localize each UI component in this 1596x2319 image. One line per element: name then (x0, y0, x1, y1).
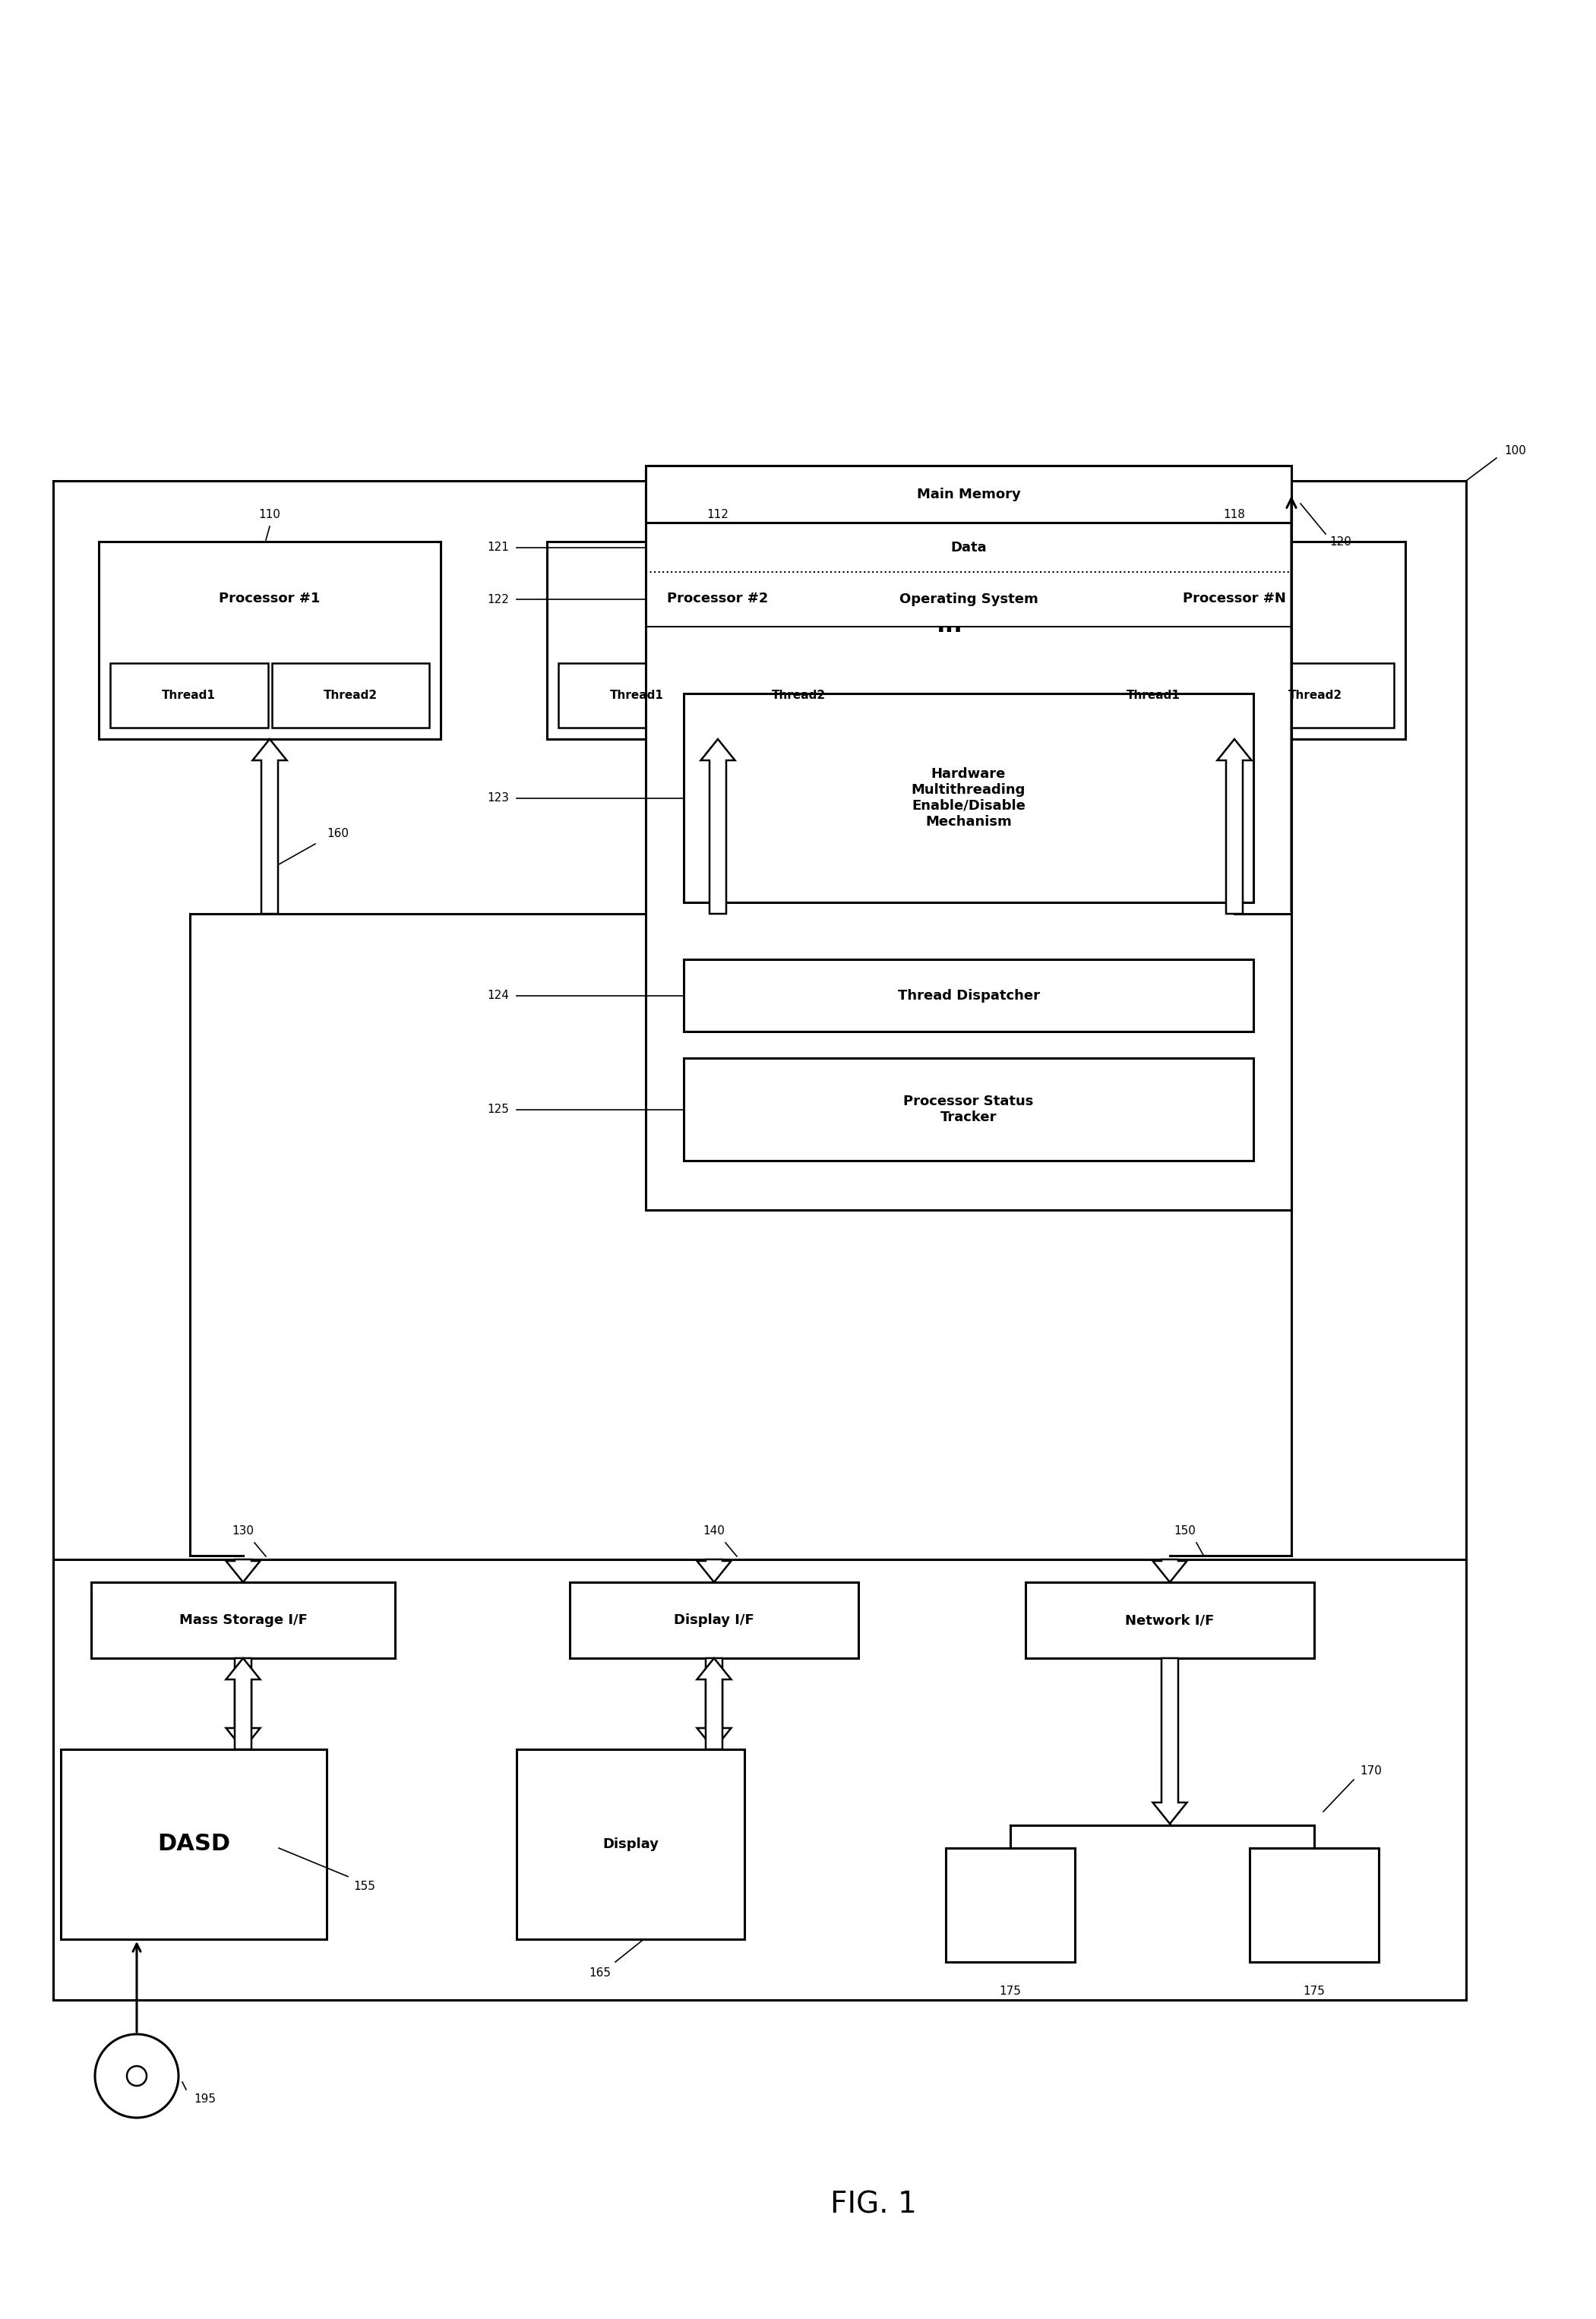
Text: Mass Storage I/F: Mass Storage I/F (179, 1614, 306, 1628)
Text: Processor #N: Processor #N (1183, 591, 1286, 605)
Text: DASD: DASD (156, 1834, 230, 1855)
Text: 160: 160 (327, 828, 348, 839)
Polygon shape (1218, 740, 1251, 914)
Text: ...: ... (937, 615, 962, 635)
Bar (946, 1848, 1074, 1962)
Text: 124: 124 (487, 990, 509, 1002)
Text: FIG. 1: FIG. 1 (830, 2191, 916, 2219)
Text: Thread Dispatcher: Thread Dispatcher (897, 988, 1039, 1002)
Text: 122: 122 (487, 594, 509, 605)
Polygon shape (701, 740, 734, 914)
Text: Thread1: Thread1 (1127, 689, 1181, 700)
Bar (683, 960, 1253, 1032)
Text: 130: 130 (231, 1526, 254, 1535)
Bar (1237, 663, 1393, 728)
Polygon shape (252, 740, 287, 914)
Bar (547, 543, 889, 740)
Text: 165: 165 (589, 1969, 611, 1978)
Text: 175: 175 (999, 1985, 1021, 1997)
Bar (61, 1749, 327, 1939)
Bar (570, 1582, 859, 1658)
Text: 110: 110 (259, 510, 281, 522)
Polygon shape (227, 1558, 260, 1582)
Text: Processor #2: Processor #2 (667, 591, 769, 605)
Bar (646, 466, 1291, 522)
Polygon shape (697, 1558, 731, 1582)
Text: Display I/F: Display I/F (674, 1614, 755, 1628)
Text: 125: 125 (487, 1104, 509, 1115)
Text: Thread1: Thread1 (163, 689, 215, 700)
Bar (1074, 663, 1232, 728)
Text: Display: Display (602, 1837, 659, 1851)
Bar (720, 663, 878, 728)
Text: Data: Data (951, 540, 986, 554)
Bar (1026, 1582, 1314, 1658)
Text: 170: 170 (1360, 1765, 1382, 1776)
Bar (53, 480, 1467, 1999)
Text: Operating System: Operating System (899, 591, 1037, 605)
Bar (646, 466, 1291, 1211)
Bar (683, 1057, 1253, 1160)
Polygon shape (227, 1658, 260, 1749)
Text: 155: 155 (353, 1881, 375, 1892)
Bar (110, 663, 268, 728)
Text: 140: 140 (704, 1526, 725, 1535)
Bar (1063, 543, 1406, 740)
Polygon shape (1152, 1558, 1187, 1582)
Text: 195: 195 (193, 2094, 215, 2103)
Bar (1250, 1848, 1379, 1962)
Text: Thread2: Thread2 (324, 689, 377, 700)
Text: 118: 118 (1224, 510, 1245, 522)
Polygon shape (1152, 1658, 1187, 1823)
Text: Thread2: Thread2 (1288, 689, 1342, 700)
Text: Main Memory: Main Memory (916, 487, 1020, 501)
Text: Processor Status
Tracker: Processor Status Tracker (903, 1095, 1034, 1125)
Polygon shape (697, 1658, 731, 1749)
Bar (99, 543, 440, 740)
Text: Thread1: Thread1 (610, 689, 664, 700)
Bar (517, 1749, 744, 1939)
Text: 121: 121 (487, 543, 509, 552)
Text: Thread2: Thread2 (771, 689, 825, 700)
Text: 175: 175 (1304, 1985, 1325, 1997)
Text: Hardware
Multithreading
Enable/Disable
Mechanism: Hardware Multithreading Enable/Disable M… (911, 768, 1026, 828)
Text: 112: 112 (707, 510, 729, 522)
Text: Network I/F: Network I/F (1125, 1614, 1215, 1628)
Text: 150: 150 (1175, 1526, 1195, 1535)
Polygon shape (697, 1658, 731, 1749)
Text: Processor #1: Processor #1 (219, 591, 321, 605)
Polygon shape (227, 1658, 260, 1749)
Bar (91, 1582, 396, 1658)
Text: 123: 123 (487, 793, 509, 805)
Bar (559, 663, 717, 728)
Bar (683, 693, 1253, 902)
Text: 100: 100 (1503, 445, 1526, 457)
Text: 120: 120 (1329, 536, 1352, 547)
Bar (271, 663, 429, 728)
